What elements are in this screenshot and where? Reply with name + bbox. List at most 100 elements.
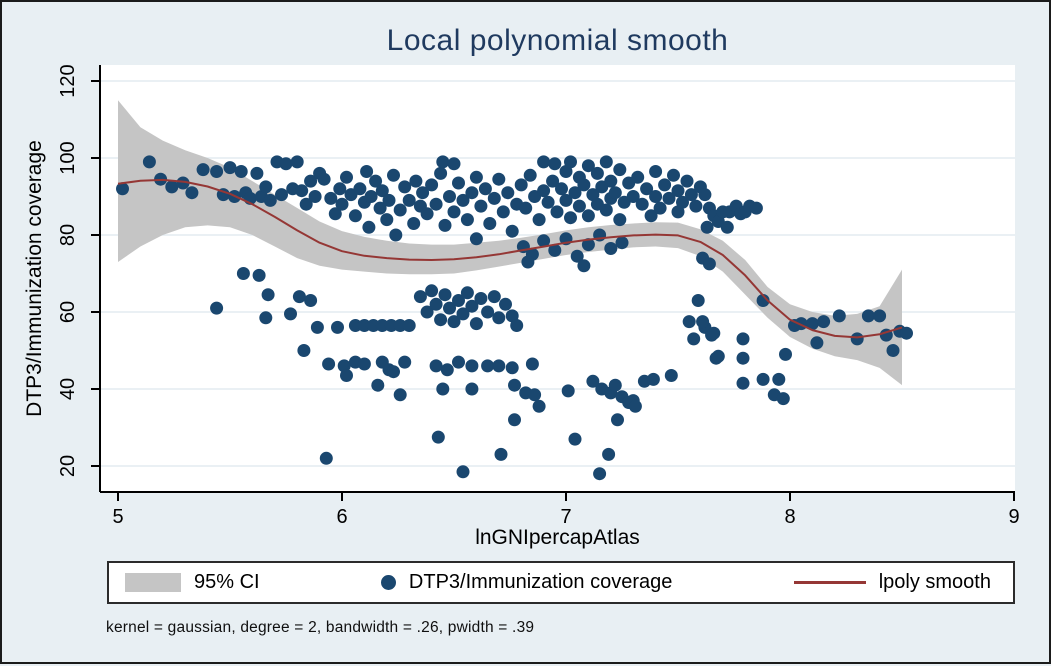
scatter-point bbox=[465, 299, 479, 313]
scatter-point bbox=[548, 157, 562, 171]
y-tick-label-60: 60 bbox=[57, 301, 79, 323]
smooth-line bbox=[117, 178, 903, 339]
scatter-point bbox=[581, 159, 595, 173]
scatter-point bbox=[416, 186, 430, 200]
scatter-point bbox=[680, 174, 694, 188]
scatter-point bbox=[398, 180, 412, 194]
scatter-point bbox=[425, 284, 439, 298]
scatter-point bbox=[736, 376, 750, 390]
scatter-point bbox=[581, 238, 595, 252]
scatter-point bbox=[443, 301, 456, 315]
scatter-point bbox=[308, 190, 322, 203]
scatter-point bbox=[711, 349, 725, 363]
y-ticks: 20 40 60 80 100 120 bbox=[57, 64, 100, 477]
scatter-point bbox=[776, 392, 790, 406]
scatter-point bbox=[572, 199, 586, 213]
scatter-point bbox=[525, 357, 539, 371]
scatter-point bbox=[469, 317, 483, 331]
scatter-point bbox=[429, 297, 443, 311]
scatter-point bbox=[384, 319, 398, 332]
scatter-point bbox=[667, 168, 680, 182]
scatter-point bbox=[362, 220, 376, 234]
scatter-point bbox=[676, 195, 689, 209]
scatter-point bbox=[322, 357, 336, 371]
scatter-point bbox=[537, 234, 551, 248]
scatter-point bbox=[452, 294, 465, 307]
scatter-point bbox=[348, 319, 362, 332]
scatter-point bbox=[873, 309, 887, 323]
scatter-point bbox=[593, 467, 607, 481]
scatter-point bbox=[387, 365, 400, 379]
legend-item-scatter: DTP3/Immunization coverage bbox=[380, 571, 672, 594]
scatter-point bbox=[492, 359, 506, 373]
scatter-point bbox=[375, 184, 389, 198]
scatter-point bbox=[284, 307, 297, 321]
scatter-point bbox=[687, 332, 701, 346]
scatter-point bbox=[496, 205, 510, 219]
scatter-point bbox=[602, 447, 616, 461]
scatter-point bbox=[456, 465, 470, 479]
scatter-point bbox=[586, 374, 600, 388]
scatter-point bbox=[366, 319, 380, 332]
scatter-point bbox=[409, 174, 423, 188]
scatter-point bbox=[810, 336, 824, 350]
scatter-point bbox=[487, 290, 501, 304]
scatter-point bbox=[671, 184, 685, 198]
scatter-point bbox=[900, 326, 913, 340]
scatter-point bbox=[521, 255, 535, 269]
scatter-point bbox=[328, 207, 342, 221]
scatter-point bbox=[644, 209, 658, 223]
scatter-point bbox=[649, 165, 663, 178]
scatter-point bbox=[604, 174, 618, 188]
scatter-point bbox=[736, 351, 750, 365]
scatter-point bbox=[407, 217, 421, 230]
scatter-point bbox=[331, 320, 344, 334]
scatter-point bbox=[333, 182, 347, 196]
scatter-point bbox=[234, 165, 248, 178]
kernel-note: kernel = gaussian, degree = 2, bandwidth… bbox=[106, 619, 535, 636]
scatter-point bbox=[653, 201, 667, 215]
scatter-point bbox=[465, 382, 479, 396]
scatter-point bbox=[434, 313, 448, 327]
legend-box: 95% CI DTP3/Immunization coverage lpoly … bbox=[107, 561, 1015, 604]
scatter-point bbox=[568, 432, 582, 446]
scatter-point bbox=[176, 176, 190, 190]
scatter-points bbox=[116, 155, 913, 481]
scatter-point bbox=[250, 166, 264, 180]
scatter-point bbox=[460, 213, 474, 227]
scatter-point bbox=[608, 378, 622, 392]
scatter-marker-swatch bbox=[380, 575, 396, 590]
scatter-point bbox=[662, 191, 676, 205]
scatter-point bbox=[817, 315, 831, 329]
scatter-point bbox=[546, 174, 560, 188]
x-tick-label-7: 7 bbox=[560, 506, 571, 528]
scatter-point bbox=[519, 201, 533, 215]
scatter-point bbox=[514, 178, 528, 192]
scatter-point bbox=[548, 243, 562, 257]
scatter-point bbox=[299, 197, 313, 211]
scatter-point bbox=[223, 161, 237, 175]
scatter-point bbox=[590, 166, 604, 180]
scatter-point bbox=[304, 294, 318, 307]
scatter-point bbox=[295, 184, 309, 198]
scatter-point bbox=[805, 317, 819, 331]
scatter-point bbox=[611, 413, 624, 427]
scatter-point bbox=[447, 157, 461, 171]
scatter-point bbox=[434, 166, 448, 180]
scatter-point bbox=[413, 290, 427, 304]
scatter-point bbox=[438, 218, 452, 232]
scatter-point bbox=[319, 451, 333, 465]
scatter-point bbox=[402, 193, 416, 207]
scatter-point bbox=[682, 315, 696, 329]
scatter-point bbox=[628, 399, 642, 413]
scatter-point bbox=[850, 332, 864, 346]
scatter-point bbox=[431, 430, 445, 444]
x-tick-label-8: 8 bbox=[784, 506, 795, 528]
scatter-point bbox=[779, 347, 792, 361]
scatter-point bbox=[210, 301, 224, 315]
ci-band bbox=[118, 100, 902, 386]
scatter-point bbox=[640, 182, 654, 196]
scatter-point bbox=[772, 372, 786, 386]
scatter-point bbox=[389, 228, 403, 242]
